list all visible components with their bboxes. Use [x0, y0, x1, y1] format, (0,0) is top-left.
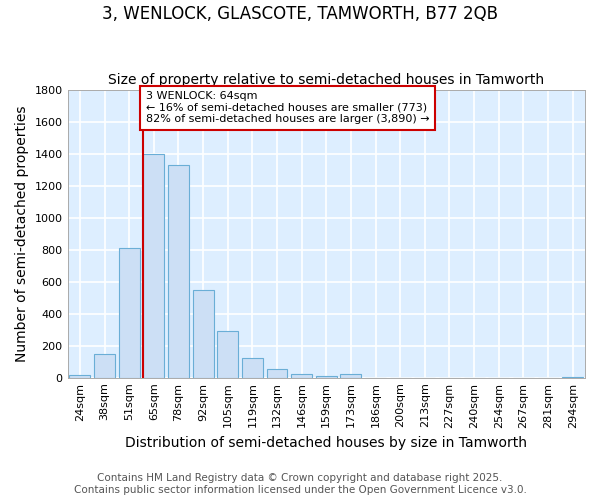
Bar: [193, 290, 214, 378]
Text: 3 WENLOCK: 64sqm
← 16% of semi-detached houses are smaller (773)
82% of semi-det: 3 WENLOCK: 64sqm ← 16% of semi-detached …: [146, 91, 430, 124]
Text: 3, WENLOCK, GLASCOTE, TAMWORTH, B77 2QB: 3, WENLOCK, GLASCOTE, TAMWORTH, B77 2QB: [102, 5, 498, 23]
Bar: [143, 154, 164, 378]
Bar: [217, 332, 238, 378]
Y-axis label: Number of semi-detached properties: Number of semi-detached properties: [15, 106, 29, 362]
Bar: [242, 358, 263, 378]
Bar: [266, 369, 287, 378]
Bar: [316, 376, 337, 378]
Title: Size of property relative to semi-detached houses in Tamworth: Size of property relative to semi-detach…: [108, 73, 544, 87]
X-axis label: Distribution of semi-detached houses by size in Tamworth: Distribution of semi-detached houses by …: [125, 436, 527, 450]
Bar: [94, 354, 115, 378]
Bar: [562, 377, 583, 378]
Bar: [168, 165, 189, 378]
Text: Contains HM Land Registry data © Crown copyright and database right 2025.
Contai: Contains HM Land Registry data © Crown c…: [74, 474, 526, 495]
Bar: [70, 376, 91, 378]
Bar: [119, 248, 140, 378]
Bar: [340, 374, 361, 378]
Bar: [291, 374, 312, 378]
